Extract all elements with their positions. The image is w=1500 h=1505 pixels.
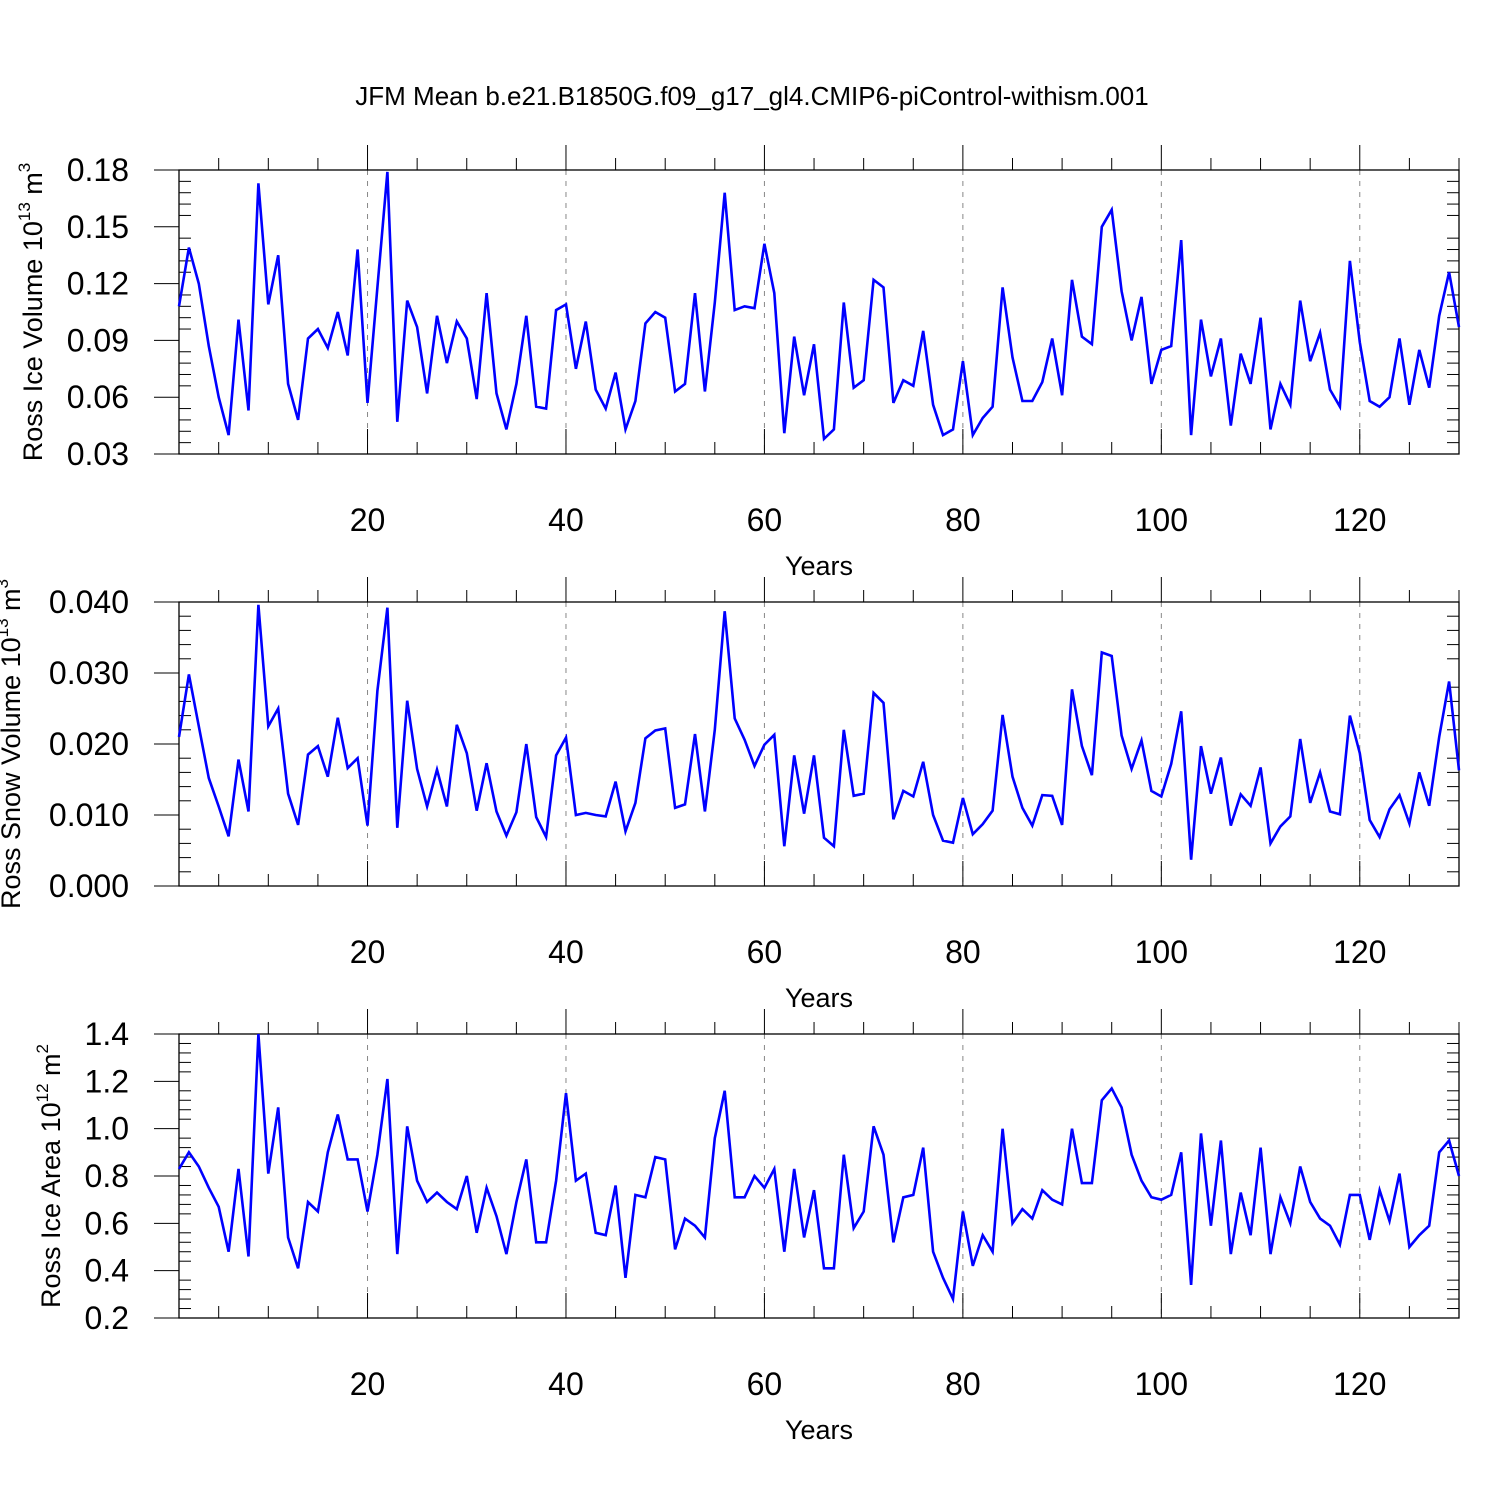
x-tick-label: 80 <box>945 1366 981 1402</box>
x-tick-label: 120 <box>1333 502 1386 538</box>
x-tick-label: 80 <box>945 502 981 538</box>
y-axis-label-text: Ross Snow Volume 10 <box>0 637 26 909</box>
x-tick-label: 60 <box>747 934 783 970</box>
x-tick-label: 100 <box>1135 1366 1188 1402</box>
y-tick-label: 0.06 <box>67 379 129 415</box>
x-tick-label: 60 <box>747 1366 783 1402</box>
x-axis-label: Years <box>785 1415 853 1445</box>
y-tick-label: 0.15 <box>67 209 129 245</box>
series-line <box>177 604 1461 860</box>
y-axis-label: Ross Ice Area 1012 m2 <box>33 1044 66 1308</box>
x-axis-label: Years <box>785 551 853 581</box>
panel-1: 20 40 60 80 100 120 Years 0.03 0.06 0.09 0.12 0.15 0… <box>15 145 1461 581</box>
y-tick-label: 0.09 <box>67 322 129 358</box>
y-tick-label: 0.03 <box>67 436 129 472</box>
series-line <box>177 1033 1461 1304</box>
x-tick-label: 20 <box>350 502 386 538</box>
y-tick-label: 0.010 <box>49 797 129 833</box>
panel-3: 20 40 60 80 100 120 Years 0.2 0.4 0.6 0.8 1.0 1.2 1.4… <box>33 1009 1461 1445</box>
figure-title: JFM Mean b.e21.B1850G.f09_g17_gl4.CMIP6-… <box>355 81 1148 111</box>
y-axis-label-text: Ross Ice Area 10 <box>36 1102 66 1308</box>
x-tick-label: 40 <box>548 502 584 538</box>
y-tick-label: 0.6 <box>85 1205 129 1241</box>
y-axis-label-exp1: 13 <box>0 618 12 637</box>
panel-2: 20 40 60 80 100 120 Years 0.000 0.010 0.020 0.030 0… <box>0 577 1461 1013</box>
x-tick-label: 100 <box>1135 934 1188 970</box>
x-tick-label: 120 <box>1333 934 1386 970</box>
y-tick-label: 1.4 <box>85 1016 129 1052</box>
x-tick-label: 80 <box>945 934 981 970</box>
series-line <box>177 171 1461 442</box>
x-tick-label: 40 <box>548 1366 584 1402</box>
x-tick-label: 60 <box>747 502 783 538</box>
y-axis-label: Ross Snow Volume 1013 m3 <box>0 579 26 909</box>
y-axis-label-exp1: 13 <box>15 202 34 221</box>
x-tick-label: 100 <box>1135 502 1188 538</box>
y-tick-label: 1.2 <box>85 1063 129 1099</box>
y-axis-label-exp2: 2 <box>33 1044 52 1053</box>
y-tick-label: 0.030 <box>49 655 129 691</box>
y-axis-label-text: Ross Ice Volume 10 <box>18 221 48 461</box>
y-axis-label-unit: m <box>18 172 48 202</box>
plot-frame <box>178 169 1460 455</box>
y-tick-label: 0.18 <box>67 152 129 188</box>
y-axis-label-unit: m <box>36 1053 66 1083</box>
plot-frame <box>178 1033 1460 1319</box>
x-tick-label: 120 <box>1333 1366 1386 1402</box>
x-axis-label: Years <box>785 983 853 1013</box>
y-tick-label: 0.12 <box>67 266 129 302</box>
y-axis-label-exp2: 3 <box>15 163 34 172</box>
plot-frame <box>178 601 1460 887</box>
y-tick-label: 0.8 <box>85 1158 129 1194</box>
y-axis-label-unit: m <box>0 588 26 618</box>
y-tick-label: 0.020 <box>49 726 129 762</box>
y-tick-label: 0.4 <box>85 1253 129 1289</box>
y-tick-label: 1.0 <box>85 1111 129 1147</box>
y-axis-label-exp1: 12 <box>33 1083 52 1102</box>
y-axis-label: Ross Ice Volume 1013 m3 <box>15 163 48 462</box>
x-tick-label: 40 <box>548 934 584 970</box>
x-tick-label: 20 <box>350 1366 386 1402</box>
y-tick-label: 0.040 <box>49 584 129 620</box>
y-axis-label-exp2: 3 <box>0 579 12 588</box>
y-tick-label: 0.000 <box>49 868 129 904</box>
x-tick-label: 20 <box>350 934 386 970</box>
y-tick-label: 0.2 <box>85 1300 129 1336</box>
